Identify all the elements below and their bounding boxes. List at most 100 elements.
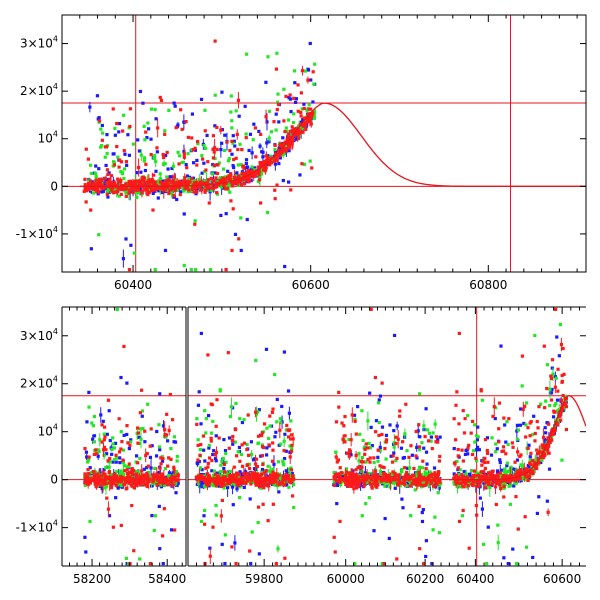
data-point xyxy=(230,152,234,156)
data-point xyxy=(145,484,149,489)
data-point xyxy=(195,477,199,481)
data-point xyxy=(429,435,433,439)
data-point xyxy=(111,188,116,192)
data-point xyxy=(431,431,435,435)
data-point xyxy=(91,476,95,480)
data-point xyxy=(171,471,175,475)
data-point xyxy=(289,437,293,441)
data-point xyxy=(234,428,238,432)
data-point xyxy=(127,153,132,157)
data-point xyxy=(202,477,206,482)
data-point xyxy=(155,180,159,184)
data-point xyxy=(378,394,383,398)
data-point xyxy=(364,502,368,506)
data-point xyxy=(358,432,362,436)
data-point xyxy=(203,508,207,513)
data-point xyxy=(106,188,110,192)
data-point xyxy=(221,176,225,180)
data-point xyxy=(230,545,234,549)
data-point xyxy=(247,169,251,173)
data-point xyxy=(174,470,178,474)
data-point xyxy=(157,423,161,427)
data-point xyxy=(180,127,184,131)
data-point xyxy=(152,156,156,160)
data-point xyxy=(392,333,397,338)
bottom-segment-plot-area xyxy=(298,307,445,566)
data-point xyxy=(123,152,127,156)
data-point xyxy=(272,483,276,487)
data-point xyxy=(438,454,442,459)
data-point xyxy=(511,547,515,551)
data-point xyxy=(161,190,165,195)
data-point xyxy=(435,482,439,487)
data-point xyxy=(246,475,251,479)
data-point xyxy=(279,476,283,481)
data-point xyxy=(277,490,281,494)
data-point xyxy=(391,460,395,464)
data-point xyxy=(214,459,218,463)
data-point xyxy=(98,181,103,185)
data-point xyxy=(229,199,233,203)
data-point xyxy=(530,433,535,437)
data-point xyxy=(274,128,278,132)
data-point xyxy=(260,454,265,458)
data-point xyxy=(376,401,381,405)
data-point xyxy=(293,81,297,85)
data-point xyxy=(301,117,305,122)
data-point xyxy=(107,514,112,518)
data-point xyxy=(193,178,197,183)
data-point xyxy=(289,449,294,453)
data-point xyxy=(154,169,158,173)
data-point xyxy=(341,480,345,484)
data-point xyxy=(261,155,265,159)
data-point xyxy=(352,413,357,417)
data-point xyxy=(553,404,557,408)
data-point xyxy=(199,422,203,426)
data-point xyxy=(244,158,249,162)
data-point xyxy=(270,410,275,414)
data-point xyxy=(474,448,479,452)
data-point xyxy=(94,178,98,182)
data-point xyxy=(158,448,162,452)
data-point xyxy=(395,478,399,482)
data-point xyxy=(252,467,257,471)
data-point xyxy=(182,155,186,159)
data-point xyxy=(266,519,270,523)
data-point xyxy=(217,436,221,440)
data-point xyxy=(354,453,358,458)
data-point xyxy=(214,503,218,508)
data-point xyxy=(422,476,426,480)
data-point xyxy=(93,475,97,479)
data-point xyxy=(277,483,281,487)
data-point xyxy=(211,419,215,423)
data-point xyxy=(265,210,270,215)
data-point xyxy=(289,109,293,114)
data-point xyxy=(88,519,92,523)
data-point xyxy=(308,119,312,123)
data-point xyxy=(413,482,417,486)
data-point xyxy=(100,479,104,483)
data-point xyxy=(211,452,215,457)
data-point xyxy=(267,443,271,447)
data-point xyxy=(111,436,115,440)
data-point xyxy=(100,178,104,183)
data-point xyxy=(136,138,140,142)
data-point xyxy=(88,105,92,109)
data-point xyxy=(190,177,194,181)
data-point xyxy=(256,179,261,184)
data-point xyxy=(396,437,400,441)
data-point xyxy=(123,187,127,191)
data-point xyxy=(89,179,93,183)
data-point xyxy=(303,69,308,73)
data-point xyxy=(206,465,210,469)
data-point xyxy=(238,470,242,474)
data-point xyxy=(219,463,223,467)
data-point xyxy=(112,473,116,477)
data-point xyxy=(486,525,490,529)
data-point xyxy=(250,165,254,169)
data-point xyxy=(283,141,287,145)
data-point xyxy=(108,481,112,485)
data-point xyxy=(376,459,380,463)
data-point xyxy=(247,462,252,466)
data-point xyxy=(160,183,164,188)
